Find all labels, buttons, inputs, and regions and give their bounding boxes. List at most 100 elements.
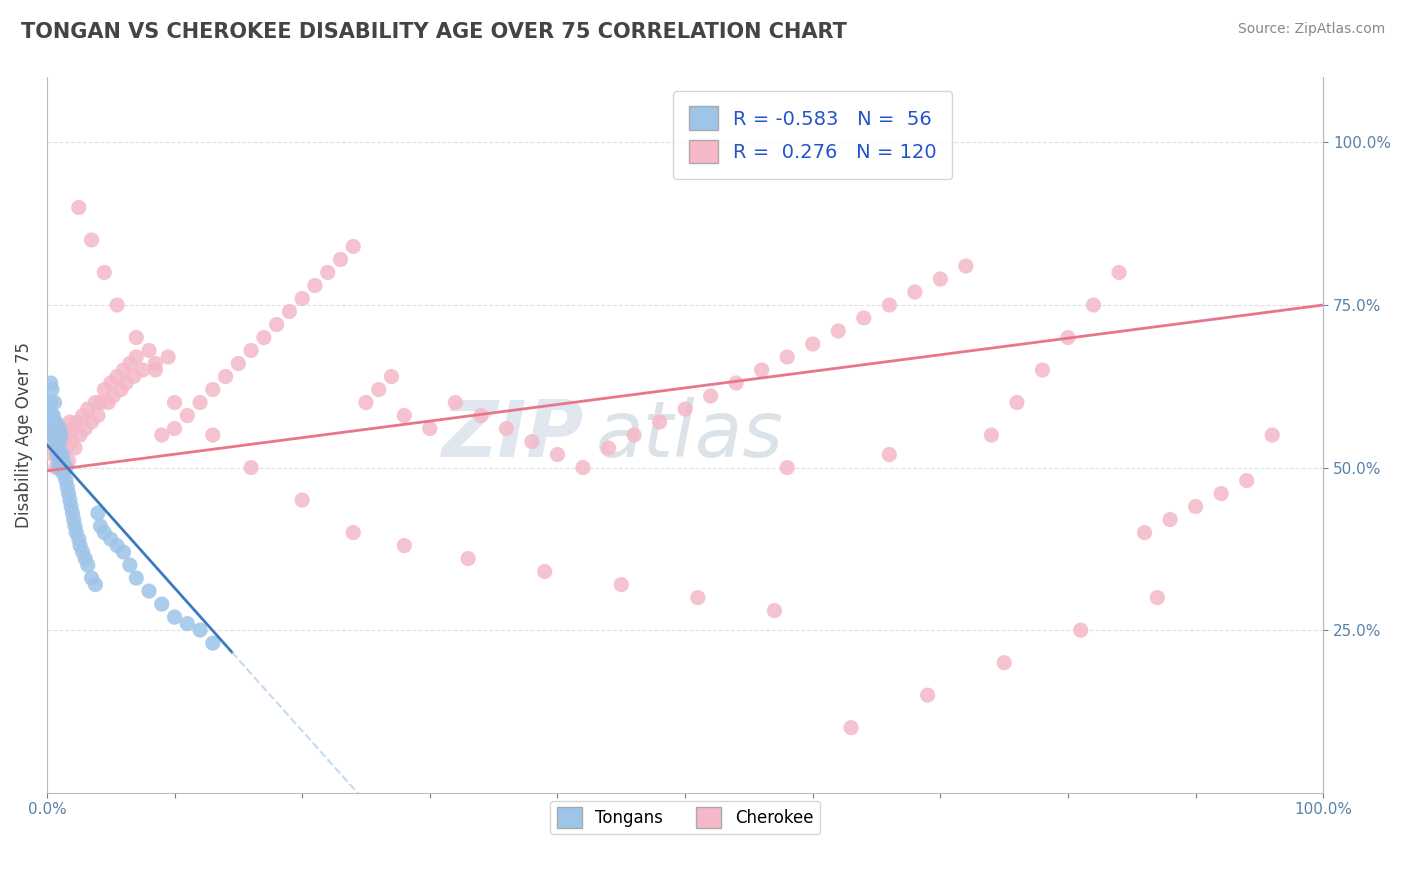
Point <box>725 376 748 390</box>
Point <box>145 363 167 377</box>
Point <box>53 460 76 475</box>
Point <box>56 480 79 494</box>
Point <box>44 395 66 409</box>
Point <box>763 604 786 618</box>
Point <box>49 448 72 462</box>
Point <box>201 428 224 442</box>
Point <box>266 318 288 332</box>
Point <box>66 415 89 429</box>
Point <box>84 395 107 409</box>
Point <box>138 343 160 358</box>
Point <box>879 448 901 462</box>
Point <box>291 292 314 306</box>
Point <box>60 434 83 449</box>
Point <box>51 460 73 475</box>
Point <box>1146 591 1168 605</box>
Point <box>42 448 65 462</box>
Point <box>1211 486 1233 500</box>
Point <box>131 363 153 377</box>
Point <box>801 337 824 351</box>
Point <box>1070 623 1092 637</box>
Point <box>103 389 125 403</box>
Point <box>201 636 224 650</box>
Point <box>67 201 90 215</box>
Point <box>1108 265 1130 279</box>
Point <box>879 298 901 312</box>
Point <box>201 383 224 397</box>
Point <box>904 285 927 299</box>
Point <box>176 616 198 631</box>
Point <box>48 454 70 468</box>
Point <box>827 324 849 338</box>
Point <box>42 428 65 442</box>
Point <box>100 376 122 390</box>
Point <box>686 591 709 605</box>
Point <box>75 421 97 435</box>
Point <box>291 493 314 508</box>
Point <box>329 252 352 267</box>
Point <box>776 350 799 364</box>
Point <box>80 571 103 585</box>
Point <box>97 395 120 409</box>
Point <box>46 448 69 462</box>
Point <box>751 363 773 377</box>
Point <box>59 493 82 508</box>
Point <box>49 448 72 462</box>
Point <box>60 500 83 514</box>
Point <box>304 278 326 293</box>
Point <box>55 474 77 488</box>
Point <box>63 441 86 455</box>
Point <box>150 428 173 442</box>
Point <box>52 467 75 481</box>
Point <box>145 357 167 371</box>
Point <box>48 460 70 475</box>
Point <box>39 395 62 409</box>
Point <box>240 343 263 358</box>
Point <box>122 369 145 384</box>
Point <box>75 551 97 566</box>
Point <box>598 441 620 455</box>
Point <box>1159 512 1181 526</box>
Point <box>105 298 128 312</box>
Point <box>470 409 492 423</box>
Point <box>118 558 141 573</box>
Point <box>138 584 160 599</box>
Point <box>163 395 186 409</box>
Point <box>110 383 132 397</box>
Text: Source: ZipAtlas.com: Source: ZipAtlas.com <box>1237 22 1385 37</box>
Point <box>39 428 62 442</box>
Point <box>48 421 70 435</box>
Point <box>648 415 671 429</box>
Point <box>1261 428 1284 442</box>
Point <box>980 428 1002 442</box>
Point <box>45 460 67 475</box>
Point <box>495 421 517 435</box>
Text: atlas: atlas <box>596 397 783 473</box>
Point <box>55 460 77 475</box>
Text: ZIP: ZIP <box>440 397 583 473</box>
Point <box>917 688 939 702</box>
Point <box>342 239 364 253</box>
Point <box>41 383 63 397</box>
Point <box>623 428 645 442</box>
Point <box>354 395 377 409</box>
Point <box>93 265 115 279</box>
Point <box>93 383 115 397</box>
Point <box>1005 395 1028 409</box>
Point <box>38 421 60 435</box>
Point <box>380 369 402 384</box>
Point <box>76 402 98 417</box>
Point <box>1083 298 1105 312</box>
Point <box>673 402 696 417</box>
Point <box>342 525 364 540</box>
Point <box>115 376 138 390</box>
Point <box>80 233 103 247</box>
Point <box>62 512 84 526</box>
Point <box>72 545 94 559</box>
Point <box>457 551 479 566</box>
Point <box>150 597 173 611</box>
Point <box>45 434 67 449</box>
Point <box>41 409 63 423</box>
Point <box>955 259 977 273</box>
Point <box>89 395 111 409</box>
